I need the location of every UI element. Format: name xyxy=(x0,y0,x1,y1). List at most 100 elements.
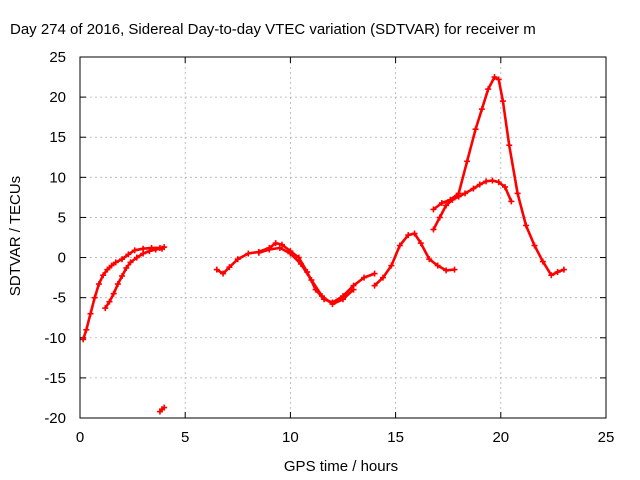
data-point xyxy=(554,268,561,275)
data-point xyxy=(502,183,509,190)
data-point xyxy=(123,264,130,271)
data-point xyxy=(95,281,102,288)
y-tick-label: 15 xyxy=(49,129,66,146)
y-tick-label: 20 xyxy=(49,89,66,106)
data-point xyxy=(110,290,117,297)
data-point xyxy=(508,198,515,205)
data-point xyxy=(560,266,567,273)
data-point xyxy=(340,296,346,303)
data-point xyxy=(213,266,220,273)
data-point xyxy=(379,274,386,281)
data-point xyxy=(361,274,368,281)
data-point xyxy=(146,248,153,255)
data-point xyxy=(411,230,418,237)
data-point xyxy=(297,260,304,267)
plot-frame xyxy=(79,56,607,419)
data-point xyxy=(470,185,477,192)
data-point xyxy=(112,259,119,266)
data-point xyxy=(426,256,433,263)
data-point xyxy=(245,250,252,257)
data-point xyxy=(483,178,490,185)
data-point xyxy=(447,196,454,203)
data-point xyxy=(531,242,538,249)
data-point xyxy=(506,142,513,149)
x-tick-label: 15 xyxy=(387,429,404,446)
grid xyxy=(80,57,606,418)
data-point xyxy=(119,273,126,280)
data-point xyxy=(83,326,90,333)
data-point xyxy=(472,126,479,133)
data-point xyxy=(125,251,132,258)
data-point xyxy=(106,298,113,305)
data-point xyxy=(295,254,302,261)
data-point xyxy=(104,266,111,273)
chart-title: Day 274 of 2016, Sidereal Day-to-day VTE… xyxy=(10,21,536,38)
data-point xyxy=(499,98,506,105)
data-point xyxy=(436,214,443,221)
data-point xyxy=(102,305,109,312)
data-point xyxy=(396,242,403,249)
data-point xyxy=(443,267,450,274)
x-tick-label: 0 xyxy=(76,429,84,446)
y-tick-label: -15 xyxy=(44,370,66,387)
data-point xyxy=(272,240,279,247)
data-point xyxy=(371,270,378,277)
data-point xyxy=(478,106,485,113)
data-point xyxy=(495,76,502,83)
data-point xyxy=(127,259,134,266)
data-point xyxy=(491,74,498,81)
y-tick-label: -20 xyxy=(44,410,66,427)
data-point xyxy=(308,277,315,284)
data-point xyxy=(329,301,336,308)
data-point xyxy=(476,181,483,188)
data-point xyxy=(161,404,168,411)
x-tick-label: 10 xyxy=(282,429,299,446)
data-point xyxy=(417,240,424,247)
data-point xyxy=(80,336,87,343)
data-point xyxy=(455,190,462,197)
data-point xyxy=(278,241,285,248)
data-point xyxy=(131,247,138,254)
data-point xyxy=(485,86,492,93)
data-point xyxy=(318,293,325,300)
data-point xyxy=(514,190,521,197)
data-point xyxy=(108,262,115,269)
data-point xyxy=(430,226,437,233)
data-point xyxy=(133,254,140,261)
data-point xyxy=(276,244,283,251)
series-line-pass-1 xyxy=(81,245,166,341)
data-point xyxy=(87,310,94,317)
x-tick-label: 25 xyxy=(598,429,615,446)
data-point xyxy=(438,200,445,207)
data-point xyxy=(489,177,496,184)
data-point xyxy=(388,262,395,269)
data-point xyxy=(495,179,502,186)
x-axis-tick-labels: 0 5 10 15 20 25 xyxy=(76,429,615,446)
data-point xyxy=(140,250,147,257)
x-tick-label: 5 xyxy=(181,429,189,446)
data-point xyxy=(114,281,121,288)
data-point xyxy=(234,256,241,263)
data-point xyxy=(255,249,262,256)
data-point xyxy=(91,294,98,301)
data-point xyxy=(159,245,166,252)
y-tick-label: 25 xyxy=(49,49,66,66)
data-point xyxy=(220,270,227,277)
x-axis-label: GPS time / hours xyxy=(284,458,398,475)
data-point xyxy=(405,232,412,239)
data-point xyxy=(119,256,126,263)
y-tick-label: 0 xyxy=(58,250,66,267)
y-tick-label: 5 xyxy=(58,209,66,226)
x-tick-label: 20 xyxy=(492,429,509,446)
data-point xyxy=(451,266,458,273)
data-point xyxy=(434,262,441,269)
y-axis-tick-labels: -20 -15 -10 -5 0 5 10 15 20 25 xyxy=(44,49,66,427)
data-point xyxy=(443,202,450,209)
y-tick-label: 10 xyxy=(49,169,66,186)
data-point xyxy=(371,282,378,289)
data-point xyxy=(523,222,530,229)
data-point xyxy=(266,246,273,253)
data-point xyxy=(152,246,159,253)
